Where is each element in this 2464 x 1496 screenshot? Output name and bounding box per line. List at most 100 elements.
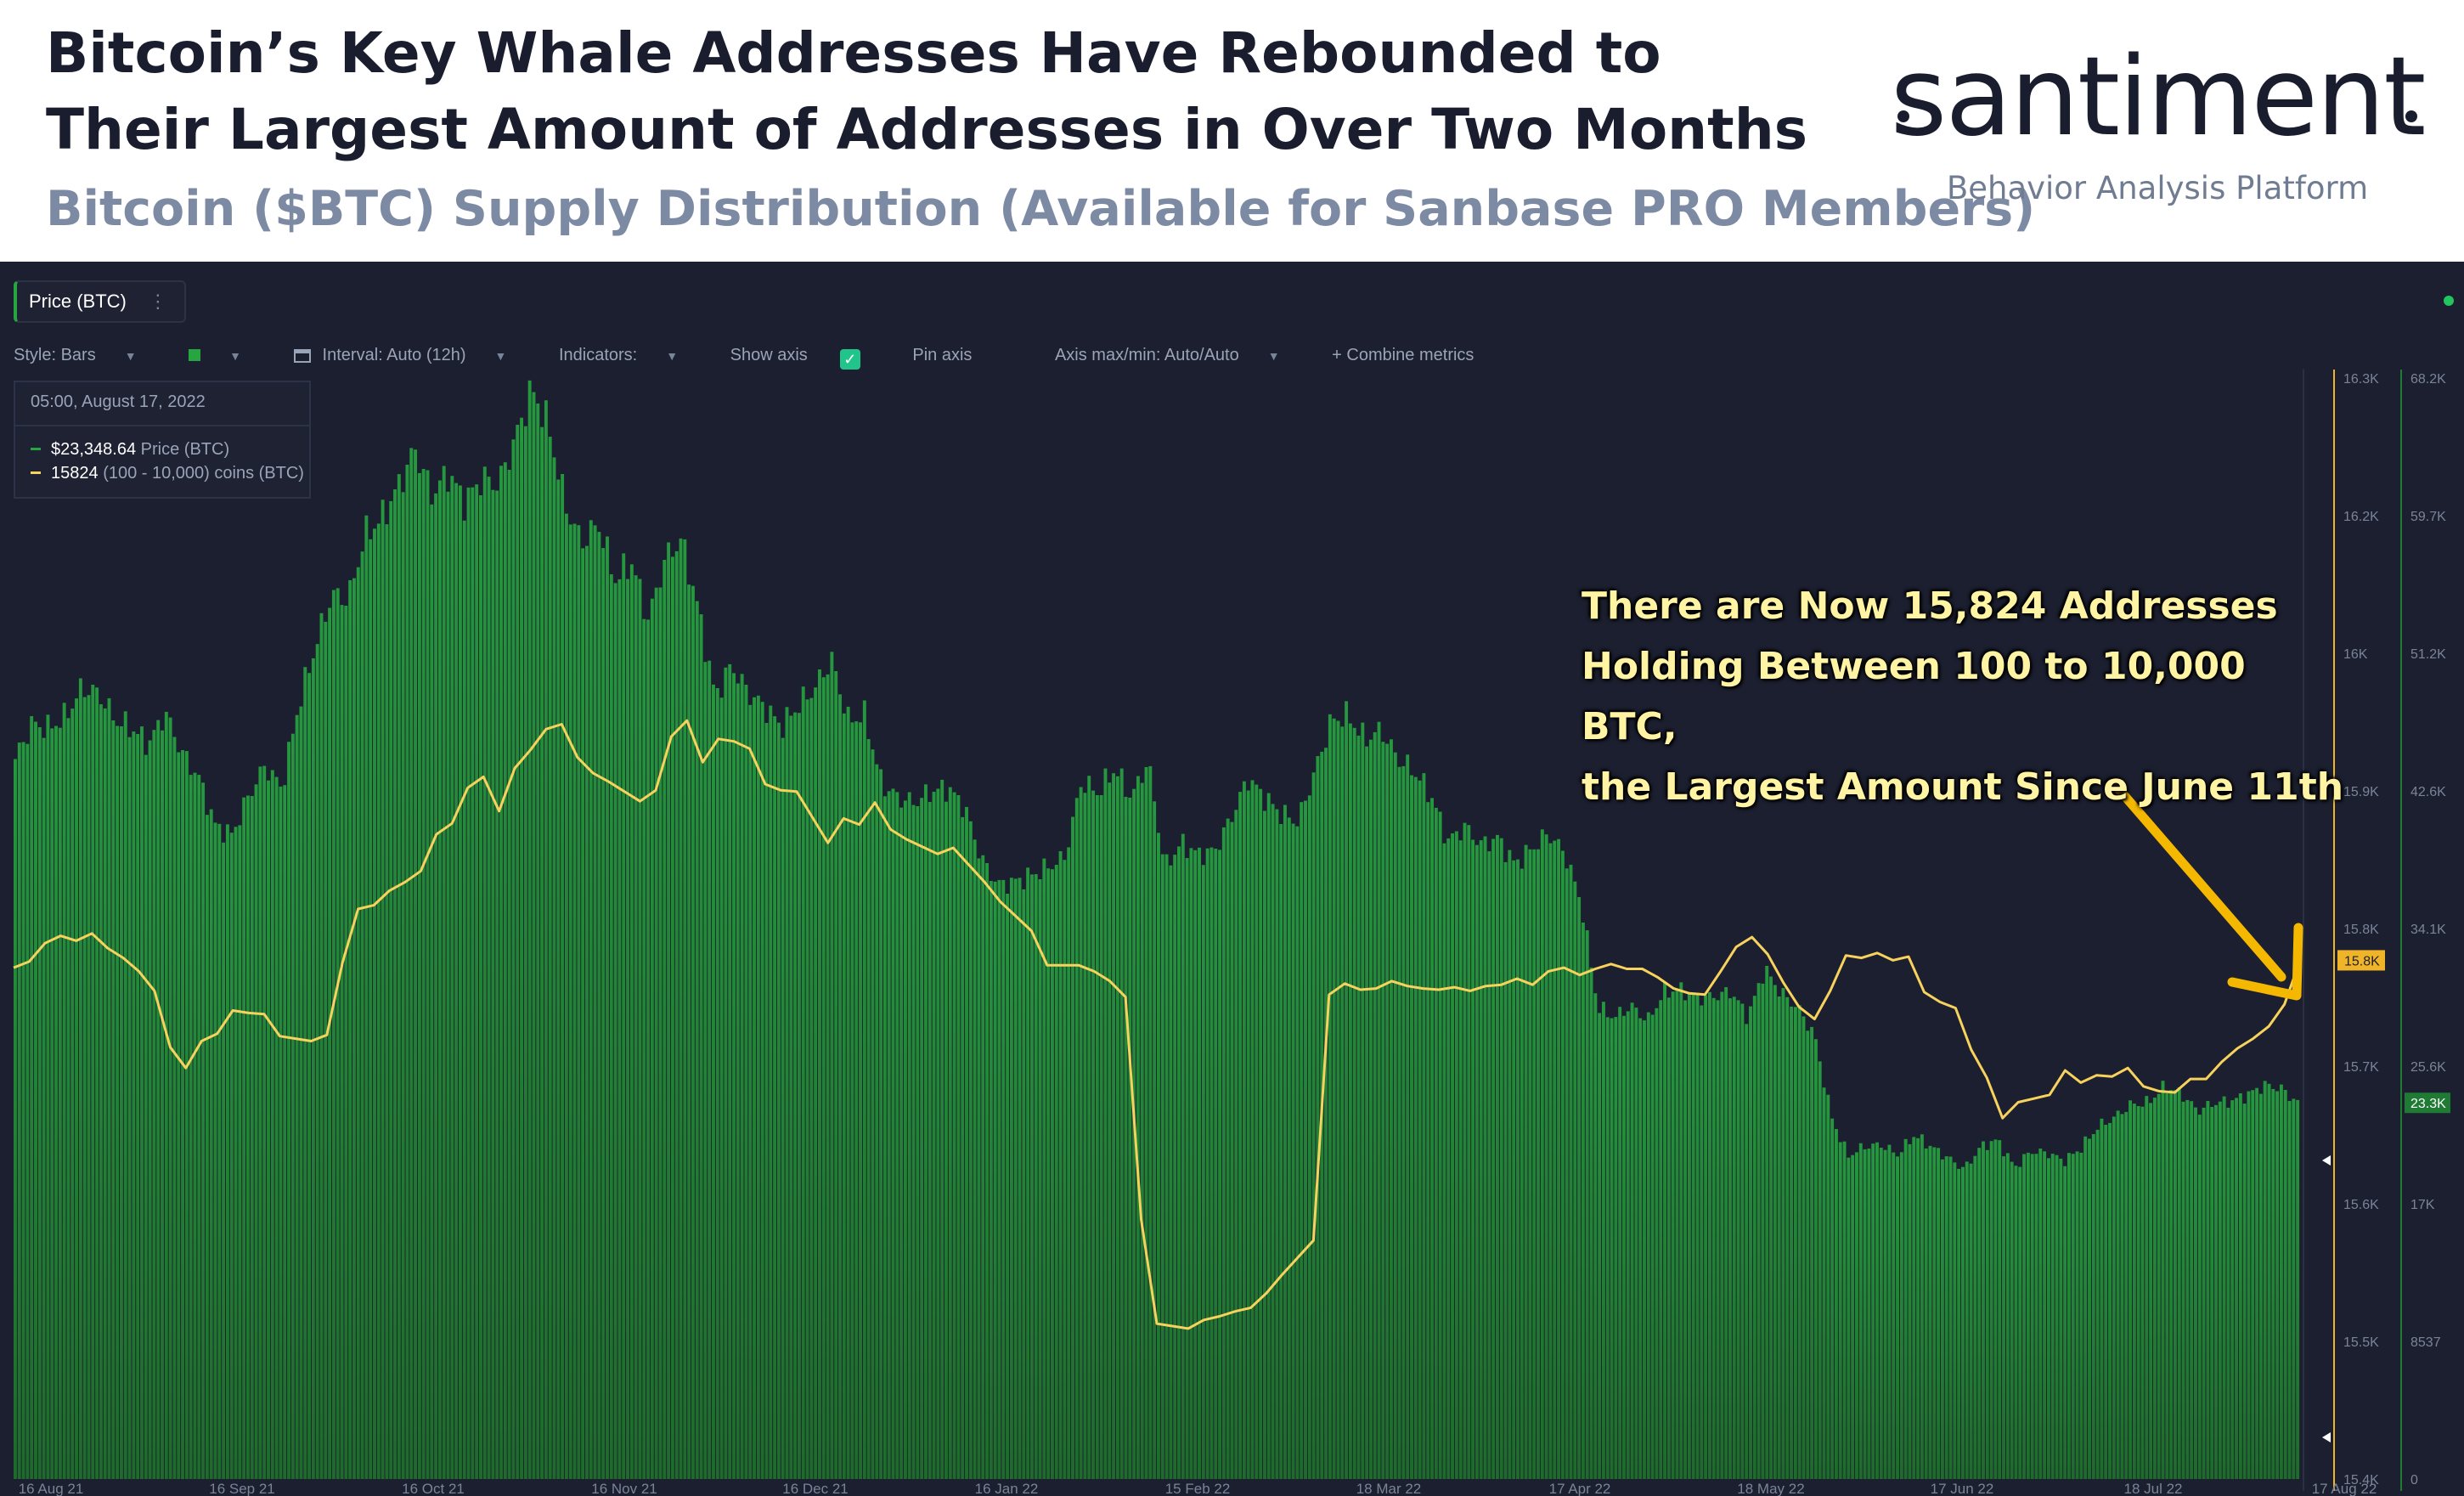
price-bar [2050, 1154, 2055, 1479]
price-bar [1683, 1000, 1688, 1479]
price-bar [1393, 752, 1397, 1479]
price-bar [838, 694, 842, 1479]
price-bar [948, 787, 952, 1479]
price-bar [1982, 1141, 1985, 1479]
price-bar [719, 697, 724, 1479]
price-bar [434, 493, 438, 1479]
axes: 16.3K 16.2K 16K 15.9K 15.8K 15.7K 15.6K 15.5K 15… [19, 370, 2450, 1496]
price-bar [940, 779, 944, 1479]
price-bar [1993, 1139, 1998, 1479]
chart-toolbar: Style: Bars ▼ ▼ Interval: Auto (12h) ▼ Ind… [14, 338, 1497, 372]
chart-panel: 16.3K 16.2K 16K 15.9K 15.8K 15.7K 15.6K 15.5K 15… [0, 262, 2464, 1496]
price-bar [507, 470, 511, 1479]
color-selector[interactable]: ▼ [189, 338, 265, 373]
price-bar [1259, 788, 1263, 1479]
axis-handle-icon [2322, 1432, 2331, 1442]
price-bar [91, 685, 95, 1479]
price-bar [585, 545, 589, 1479]
annotation-line-3: the Largest Amount Since June 11th [1582, 765, 2344, 809]
metric-pill-price[interactable]: Price (BTC) ⋮ [14, 280, 186, 323]
price-bar [1528, 849, 1532, 1479]
price-bar [458, 485, 462, 1479]
price-bar [1557, 838, 1561, 1479]
price-bar [1899, 1152, 1903, 1479]
price-bar [1426, 802, 1430, 1479]
price-bar [2079, 1152, 2083, 1479]
left-axis-tick: 15.9K [2343, 785, 2379, 799]
price-bar [609, 574, 613, 1479]
show-axis-toggle[interactable]: Show axis ✓ [730, 338, 884, 372]
price-bar [703, 662, 708, 1479]
price-bar [854, 721, 859, 1479]
price-bar [1054, 865, 1058, 1479]
price-bar [1058, 851, 1063, 1479]
price-bar [397, 474, 401, 1479]
price-bar [2112, 1116, 2116, 1479]
left-axis-tick: 16.3K [2343, 372, 2379, 387]
price-bar [699, 614, 703, 1479]
price-bar [773, 716, 777, 1479]
price-bar [234, 827, 238, 1479]
price-bar [1871, 1143, 1875, 1479]
combine-metrics-button[interactable]: + Combine metrics [1332, 346, 1474, 364]
price-bar [1724, 987, 1728, 1479]
price-bar [2271, 1088, 2275, 1479]
chart-canvas[interactable]: 16.3K 16.2K 16K 15.9K 15.8K 15.7K 15.6K 15.5K 15… [0, 262, 2464, 1496]
price-bar [1410, 775, 1413, 1479]
price-bar [785, 707, 789, 1479]
style-selector[interactable]: Style: Bars ▼ [14, 338, 161, 373]
price-bar [1087, 776, 1091, 1479]
price-bar [650, 598, 654, 1480]
left-axis-tick: 15.8K [2343, 923, 2379, 937]
price-bar [1769, 976, 1773, 1479]
price-bar [1352, 727, 1356, 1479]
price-bar [197, 775, 201, 1479]
price-bar [409, 448, 414, 1479]
price-bar [385, 524, 389, 1479]
checkbox-checked-icon[interactable]: ✓ [839, 349, 860, 370]
price-bar [2226, 1107, 2230, 1479]
price-bar [2275, 1091, 2280, 1479]
metric-menu-icon[interactable]: ⋮ [148, 291, 167, 312]
price-bar [1413, 776, 1418, 1479]
price-bar [1957, 1168, 1961, 1479]
price-bar [246, 795, 250, 1479]
price-bar [181, 750, 184, 1479]
price-bar [2083, 1136, 2088, 1479]
price-bar [1242, 781, 1246, 1479]
arrow-shaft [2112, 782, 2286, 982]
price-bar [1756, 983, 1761, 1479]
price-bar [2145, 1096, 2149, 1479]
price-bar [1508, 850, 1512, 1479]
price-bar [1916, 1138, 1920, 1479]
price-bar [834, 671, 838, 1479]
price-bar [1863, 1149, 1867, 1479]
show-axis-label: Show axis [730, 346, 808, 364]
pin-axis-toggle[interactable]: Pin axis [912, 338, 995, 372]
price-bar [1046, 868, 1051, 1479]
x-axis-tick: 16 Jan 22 [975, 1481, 1039, 1496]
price-bar [373, 528, 376, 1479]
interval-selector[interactable]: Interval: Auto (12h) ▼ [293, 338, 531, 373]
price-bar [846, 706, 850, 1479]
price-bar [589, 520, 593, 1479]
price-bar [442, 466, 446, 1479]
price-bar [1838, 1142, 1842, 1479]
price-bar [324, 621, 328, 1479]
price-bar [2206, 1101, 2210, 1479]
price-bar [2018, 1166, 2022, 1479]
price-bar [1655, 1008, 1659, 1479]
axis-maxmin-selector[interactable]: Axis max/min: Auto/Auto ▼ [1055, 338, 1304, 373]
price-bar [601, 548, 606, 1479]
tooltip-divider [15, 425, 309, 426]
price-bar [989, 881, 993, 1479]
price-bar [606, 536, 609, 1479]
axis-handle-icon [2322, 1155, 2331, 1166]
price-bar [997, 879, 1001, 1479]
price-bar [184, 751, 189, 1479]
x-axis-tick: 16 Sep 21 [209, 1481, 275, 1496]
price-bar [2066, 1153, 2071, 1479]
indicators-selector[interactable]: Indicators: ▼ [559, 338, 702, 373]
x-axis-tick: 17 Aug 22 [2312, 1481, 2377, 1496]
price-bar [1483, 836, 1487, 1479]
